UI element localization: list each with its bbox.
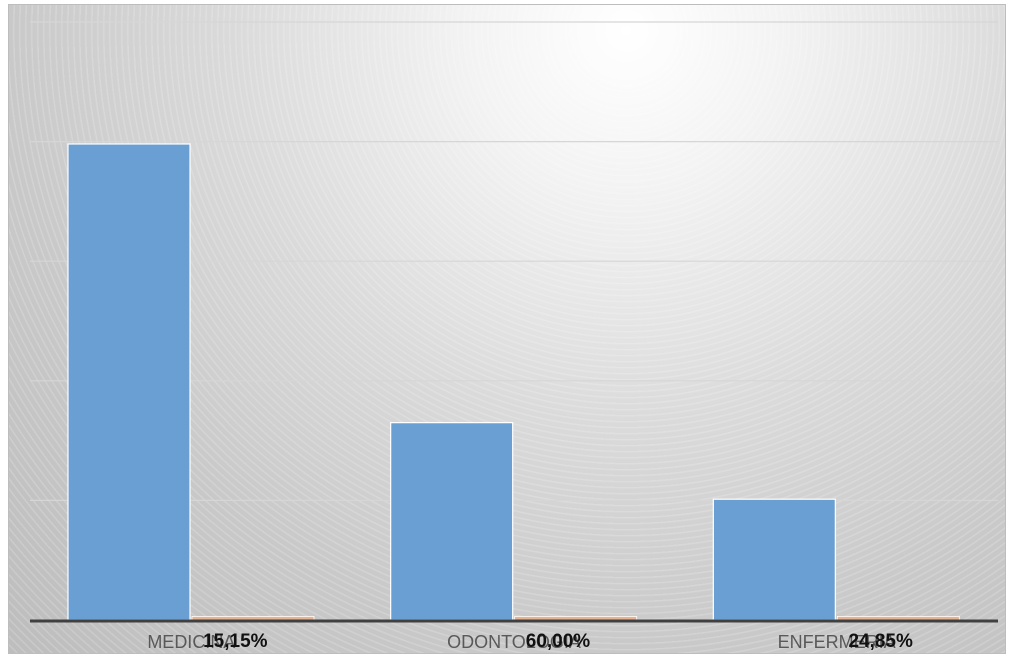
bar-series-2: [514, 616, 638, 621]
bar-series-1: [390, 422, 514, 621]
x-tick-label: ODONTOLOGIA: [447, 632, 581, 652]
data-label: 60,00%: [526, 631, 591, 652]
bar-series-1: [67, 143, 191, 621]
bar-series-2: [836, 616, 960, 621]
bar-series-2: [191, 616, 315, 621]
x-tick-label: ENFERMERIA: [778, 632, 896, 652]
x-tick-label: MEDICINA: [147, 632, 235, 652]
bar-series-1: [712, 498, 836, 621]
data-label: 24,85%: [848, 631, 913, 652]
gridlines: [30, 21, 998, 501]
bars: [67, 143, 960, 621]
data-label: 15,15%: [203, 631, 268, 652]
